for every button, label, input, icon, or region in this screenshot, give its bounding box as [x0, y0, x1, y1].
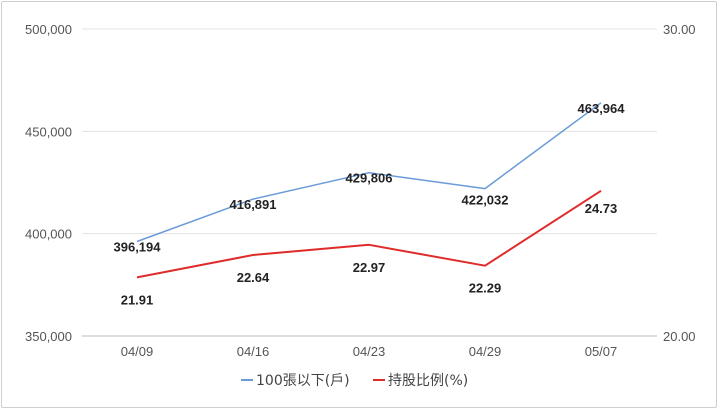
- legend-label: 100張以下(戶): [256, 373, 350, 389]
- left-tick-label: 400,000: [25, 227, 72, 242]
- right-tick-label: 30.00: [663, 22, 696, 37]
- data-label: 22.64: [237, 270, 270, 285]
- x-tick-label: 04/16: [237, 344, 270, 359]
- left-axis-ticks: 350,000 400,000 450,000 500,000: [25, 22, 72, 344]
- data-label: 429,806: [346, 171, 393, 186]
- series-lines: [136, 102, 602, 279]
- right-axis-ticks: 20.00 30.00: [663, 22, 696, 344]
- x-axis-ticks: 04/09 04/16 04/23 04/29 05/07: [121, 344, 618, 359]
- series-line-households: [136, 102, 602, 243]
- legend-label: 持股比例(%): [388, 373, 468, 389]
- data-label: 24.73: [585, 201, 618, 216]
- x-tick-label: 04/09: [121, 344, 154, 359]
- x-tick-label: 05/07: [585, 344, 618, 359]
- left-tick-label: 450,000: [25, 124, 72, 139]
- right-tick-label: 20.00: [663, 329, 696, 344]
- left-tick-label: 350,000: [25, 329, 72, 344]
- data-label: 21.91: [121, 292, 154, 307]
- series-line-ratio: [136, 189, 602, 279]
- data-label: 463,964: [578, 101, 626, 116]
- data-label: 22.97: [353, 260, 386, 275]
- gridlines: [82, 28, 657, 337]
- data-label: 396,194: [114, 240, 162, 255]
- x-tick-label: 04/29: [469, 344, 502, 359]
- data-label: 422,032: [462, 193, 509, 208]
- x-tick-label: 04/23: [353, 344, 386, 359]
- legend-item[interactable]: 100張以下(戶): [241, 373, 350, 389]
- left-tick-label: 500,000: [25, 22, 72, 37]
- data-labels: 396,194 416,891 429,806 422,032 463,964 21.91…: [114, 101, 626, 308]
- legend[interactable]: 100張以下(戶) 持股比例(%): [241, 373, 468, 389]
- data-label: 416,891: [230, 197, 277, 212]
- legend-item[interactable]: 持股比例(%): [373, 373, 468, 389]
- data-label: 22.29: [469, 281, 502, 296]
